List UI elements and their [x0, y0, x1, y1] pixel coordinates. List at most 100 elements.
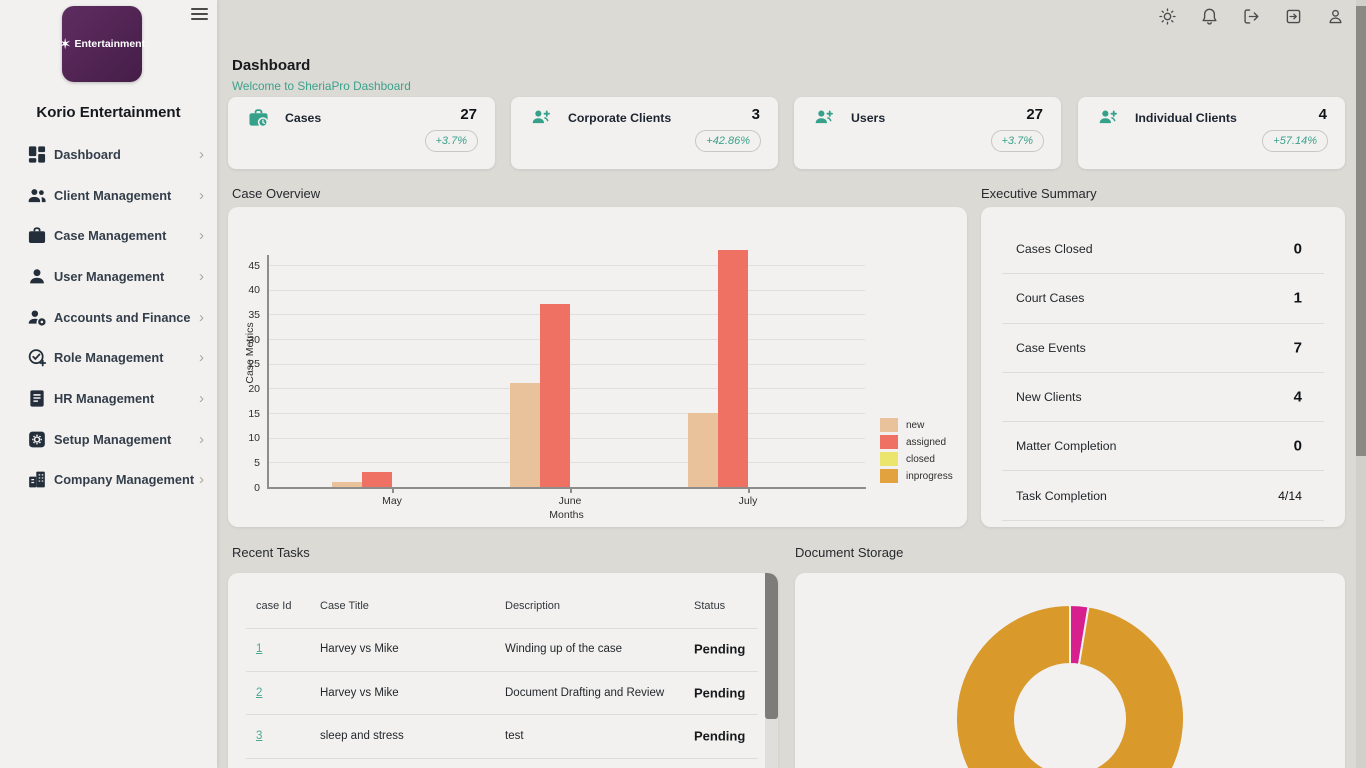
description-cell: Document Drafting and Review [505, 686, 665, 699]
legend-swatch-new [880, 418, 898, 432]
legend-item-new: new [880, 418, 953, 432]
column-header-status: Status [694, 600, 726, 612]
stat-card-label: Cases [285, 111, 322, 125]
person-icon [27, 267, 47, 286]
check-circle-plus-icon [27, 348, 47, 367]
section-title-executive-summary: Executive Summary [981, 186, 1097, 201]
sidebar-item-hr-management[interactable]: HR Management › [0, 378, 217, 419]
stat-card-value: 27 [1026, 106, 1043, 123]
stat-card-users: Users 27 +3.7% [794, 97, 1061, 169]
legend-item-closed: closed [880, 452, 953, 466]
y-tick-label: 40 [248, 284, 260, 297]
stat-card-change-badge: +3.7% [424, 130, 478, 152]
stat-card-individual-clients: Individual Clients 4 +57.14% [1078, 97, 1345, 169]
sidebar-item-label: Client Management [54, 187, 172, 203]
sidebar-item-user-management[interactable]: User Management › [0, 256, 217, 297]
bar-assigned-july [718, 250, 748, 487]
sidebar-item-setup-management[interactable]: Setup Management › [0, 419, 217, 460]
x-tick-mark [392, 489, 394, 493]
tasks-scrollbar-thumb[interactable] [765, 573, 778, 719]
summary-row-label: Cases Closed [1016, 242, 1093, 257]
stat-card-value: 27 [460, 106, 477, 123]
sidebar-item-role-management[interactable]: Role Management › [0, 337, 217, 378]
tasks-scrollbar-track[interactable] [765, 573, 778, 768]
y-tick-label: 45 [248, 259, 260, 272]
column-header-description: Description [505, 600, 561, 612]
person-add-icon [814, 108, 835, 129]
profile-person-icon[interactable] [1326, 7, 1345, 26]
y-tick-label: 30 [248, 333, 260, 346]
chevron-right-icon: › [199, 389, 204, 407]
summary-row-label: Court Cases [1016, 291, 1085, 306]
status-cell: Pending [694, 641, 746, 657]
x-tick-label: May [382, 495, 402, 507]
x-tick-mark [570, 489, 572, 493]
y-tick-label: 25 [248, 358, 260, 371]
stat-card-value: 3 [751, 106, 760, 123]
bar-new-july [688, 413, 718, 487]
sidebar-item-company-management[interactable]: Company Management › [0, 460, 217, 501]
y-axis-title: Case Metrics [244, 322, 256, 384]
case-title-cell: Harvey vs Mike [320, 686, 399, 699]
y-tick-label: 35 [248, 308, 260, 321]
x-tick-label: July [738, 495, 758, 507]
sidebar: ✶ Entertainment Korio Entertainment Dash… [0, 0, 217, 768]
summary-row-new-clients: New Clients 4 [1002, 373, 1324, 423]
notifications-bell-icon[interactable] [1200, 7, 1219, 26]
page-scrollbar-track[interactable] [1356, 0, 1366, 768]
summary-row-task-completion: Task Completion 4/14 [1002, 471, 1324, 521]
page-scrollbar-thumb[interactable] [1356, 6, 1366, 456]
page-title: Dashboard [232, 57, 311, 74]
summary-row-case-events: Case Events 7 [1002, 324, 1324, 373]
y-axis-line [267, 255, 269, 487]
sidebar-item-label: Accounts and Finance [54, 309, 191, 325]
sidebar-item-accounts-and-finance[interactable]: Accounts and Finance › [0, 297, 217, 338]
section-title-case-overview: Case Overview [232, 186, 321, 201]
brand-logo-text: Entertainment [74, 38, 146, 50]
stat-card-label: Corporate Clients [568, 111, 672, 125]
topbar-actions [1158, 7, 1345, 26]
chevron-right-icon: › [199, 227, 204, 245]
logout-icon[interactable] [1242, 7, 1261, 26]
case-id-link[interactable]: 3 [256, 730, 263, 743]
briefcase-icon [27, 226, 47, 245]
sidebar-item-label: Setup Management [54, 431, 172, 447]
x-axis-title: Months [549, 509, 584, 521]
sidebar-item-label: HR Management [54, 390, 155, 406]
summary-row-value: 4/14 [1278, 488, 1302, 503]
donut-segment-orange [955, 604, 1185, 768]
sidebar-item-dashboard[interactable]: Dashboard › [0, 134, 217, 175]
chevron-right-icon: › [199, 145, 204, 163]
briefcase-clock-icon [248, 108, 269, 129]
login-icon[interactable] [1284, 7, 1303, 26]
menu-toggle-icon[interactable] [191, 8, 208, 20]
y-tick-label: 15 [248, 407, 260, 420]
column-header-case-title: Case Title [320, 600, 369, 612]
x-tick-label: June [558, 495, 582, 507]
stat-card-corporate-clients: Corporate Clients 3 +42.86% [511, 97, 778, 169]
description-cell: Winding up of the case [505, 643, 622, 656]
chart-legend: new assigned closed inprogress [880, 418, 953, 486]
section-title-recent-tasks: Recent Tasks [232, 545, 310, 560]
table-row: 2 Harvey vs Mike Document Drafting and Rev… [246, 672, 758, 715]
case-id-link[interactable]: 2 [256, 686, 263, 699]
summary-row-label: Case Events [1016, 340, 1086, 355]
legend-swatch-inprogress [880, 469, 898, 483]
sidebar-item-label: Case Management [54, 228, 167, 244]
sidebar-item-client-management[interactable]: Client Management › [0, 175, 217, 216]
executive-summary-rows: Cases Closed 0 Court Cases 1 Case Events 7 New… [981, 225, 1345, 521]
stat-card-cases: Cases 27 +3.7% [228, 97, 495, 169]
y-tick-label: 0 [254, 481, 260, 494]
stat-card-change-badge: +42.86% [695, 130, 761, 152]
theme-sun-icon[interactable] [1158, 7, 1177, 26]
bar-new-june [510, 383, 540, 487]
sidebar-item-case-management[interactable]: Case Management › [0, 215, 217, 256]
recent-tasks-panel: case Id Case Title Description Status 1 Harve… [228, 573, 778, 768]
legend-label: new [906, 419, 925, 431]
summary-row-label: Matter Completion [1016, 439, 1117, 454]
status-cell: Pending [694, 685, 746, 701]
bar-assigned-june [540, 304, 570, 487]
case-id-link[interactable]: 1 [256, 643, 263, 656]
status-cell: Pending [694, 728, 746, 744]
case-overview-chart-panel: 0 5 10 15 20 25 30 35 40 45 May June July Months Case … [228, 207, 967, 527]
